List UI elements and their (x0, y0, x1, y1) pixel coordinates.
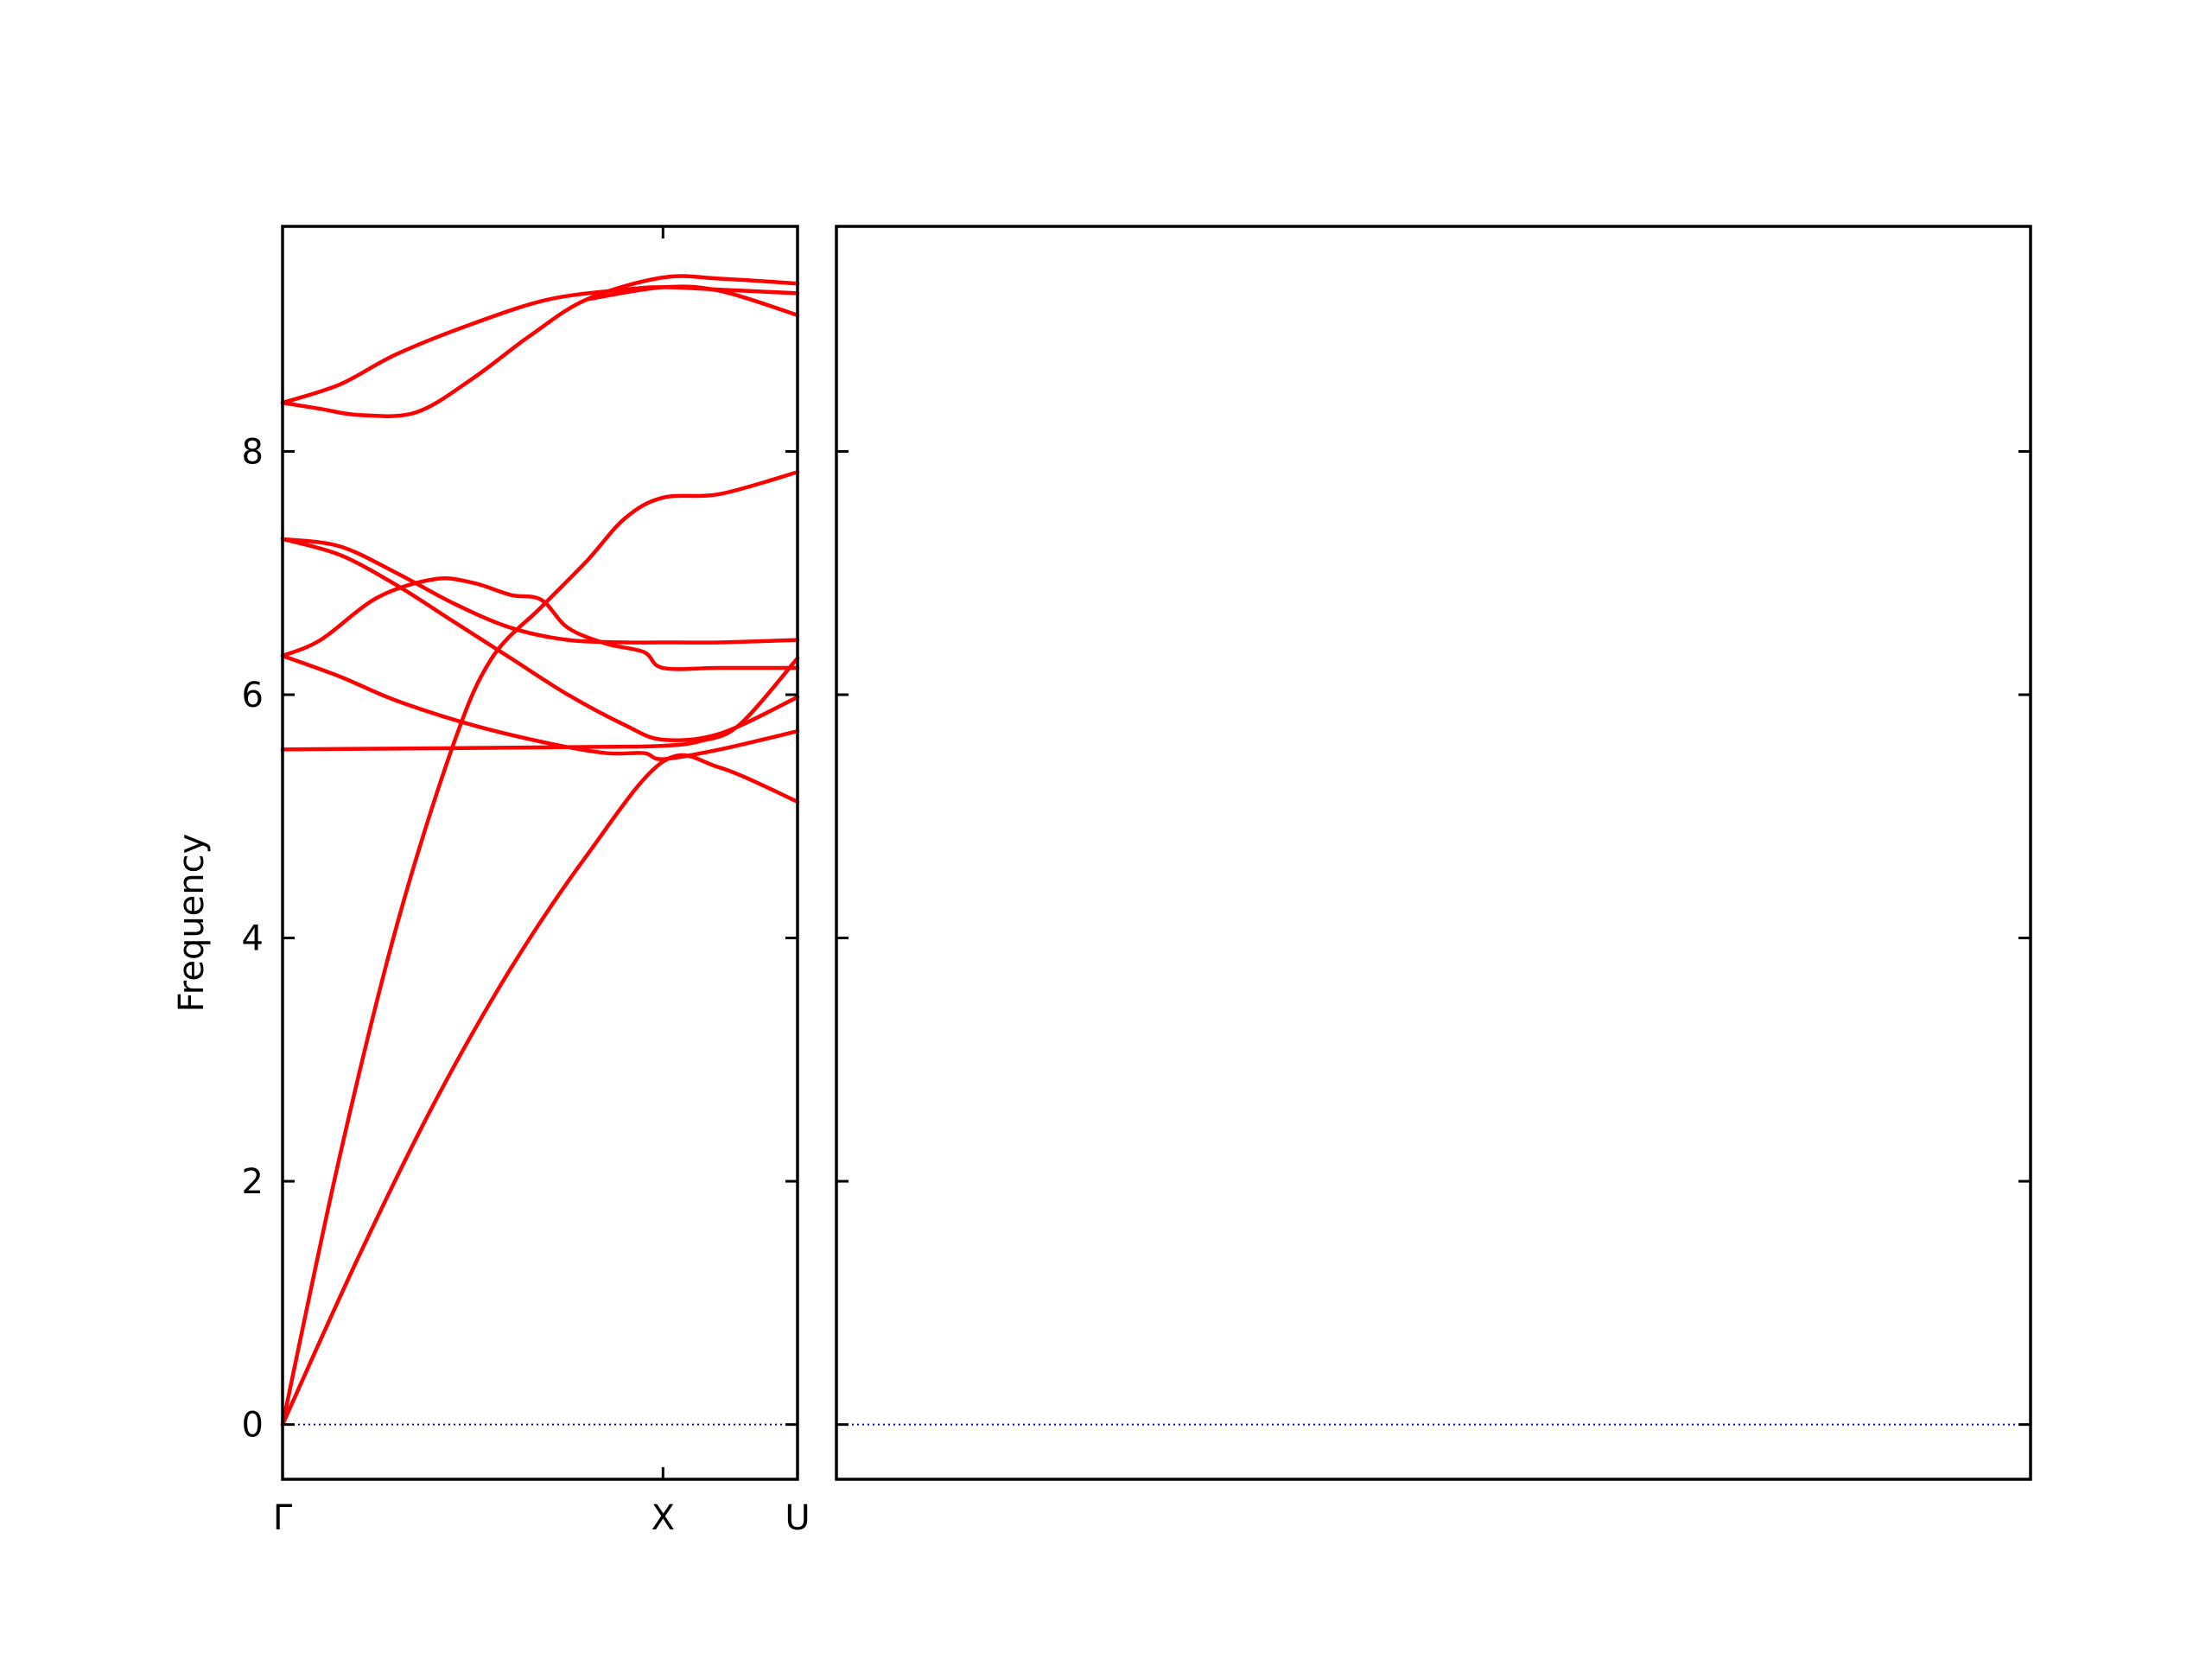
y-tick-label: 4 (242, 919, 264, 959)
ticks-layer (281, 226, 2031, 1479)
y-tick-label: 6 (242, 676, 264, 715)
y-tick-label: 8 (242, 432, 264, 472)
band-line-left-2 (280, 470, 800, 1427)
band-line-left-1 (280, 753, 800, 1427)
panel-frame-right (835, 225, 2032, 1481)
tick-labels-layer: Γ X U 0 2 4 6 8 (242, 432, 810, 1538)
band-line-left-4 (280, 576, 800, 671)
band-line-left-10 (585, 284, 800, 318)
x-tick-label-left: X (652, 1498, 675, 1538)
band-line-left-7 (280, 656, 800, 752)
band-line-left-8 (280, 274, 800, 418)
x-tick-label-left: Γ (273, 1498, 293, 1538)
x-tick-label-left: U (785, 1498, 810, 1538)
y-axis-title: Frequency (172, 834, 212, 1013)
bands-layer (280, 274, 2031, 1427)
band-line-left-5 (280, 537, 800, 645)
y-tick-label: 0 (242, 1406, 264, 1446)
band-line-left-6 (280, 537, 800, 743)
y-tick-label: 2 (242, 1162, 264, 1202)
panel-frame-left (281, 225, 799, 1481)
frames-layer (281, 225, 2032, 1481)
